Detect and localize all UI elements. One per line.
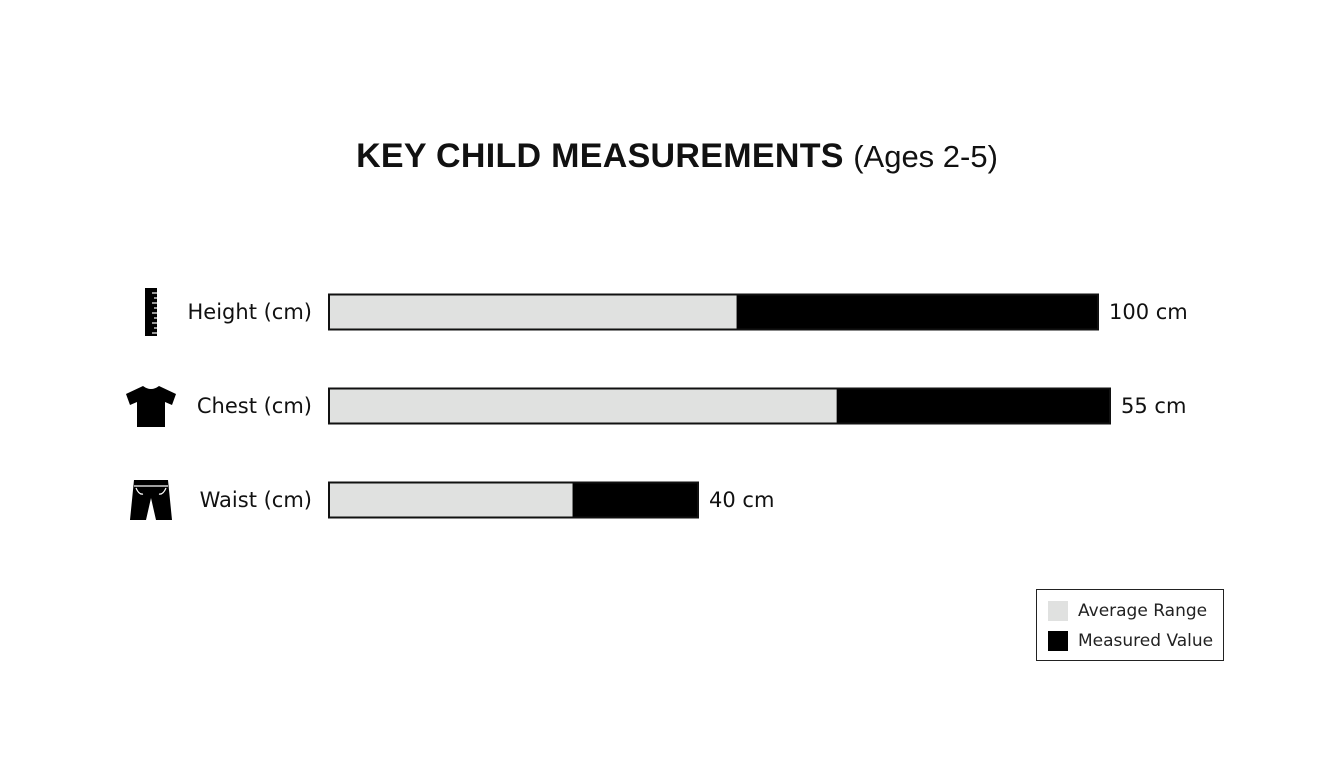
shorts-pocket	[158, 487, 167, 495]
value-label: 40 cm	[709, 488, 774, 512]
shorts-shape	[130, 480, 172, 520]
value-label: 55 cm	[1121, 394, 1186, 418]
bar-outline	[328, 481, 699, 519]
chart-title-main: KEY CHILD MEASUREMENTS	[356, 137, 844, 175]
bar-average	[329, 294, 737, 330]
legend-item-measured: Measured Value	[1048, 630, 1213, 652]
legend: Average Range Measured Value	[1036, 589, 1224, 661]
legend-label-average: Average Range	[1078, 601, 1208, 621]
bar-outline	[328, 387, 1111, 425]
chart-title: KEY CHILD MEASUREMENTS (Ages 2-5)	[0, 134, 1344, 179]
tshirt-icon	[126, 386, 176, 427]
bar-average	[329, 482, 573, 518]
ruler-icon	[145, 288, 157, 336]
shorts-icon	[130, 480, 172, 520]
legend-item-average: Average Range	[1048, 600, 1207, 622]
tshirt-shape	[126, 386, 176, 427]
category-label: Waist (cm)	[200, 488, 312, 512]
legend-swatch-measured	[1048, 631, 1068, 651]
legend-swatch-average	[1048, 601, 1068, 621]
category-label: Height (cm)	[188, 300, 312, 324]
legend-label-measured: Measured Value	[1078, 631, 1214, 651]
bar-average	[329, 388, 837, 424]
chart-subtitle: (Ages 2-5)	[853, 139, 998, 174]
shorts-pocket	[135, 487, 144, 495]
category-label: Chest (cm)	[197, 394, 312, 418]
bar-outline	[328, 293, 1099, 331]
ruler-body	[145, 288, 157, 336]
value-label: 100 cm	[1109, 300, 1188, 324]
